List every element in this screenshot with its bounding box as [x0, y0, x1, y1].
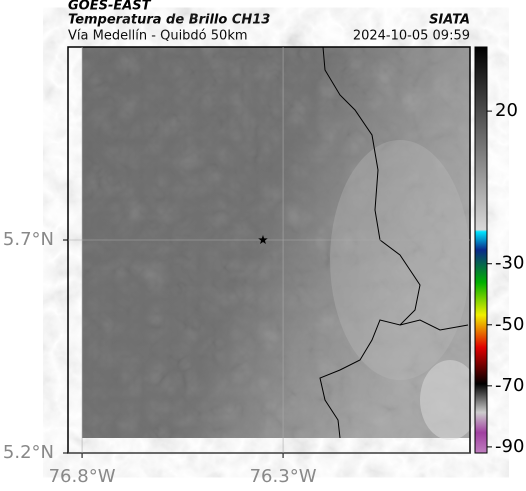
timestamp: 2024-10-05 09:59 — [353, 29, 470, 44]
location-marker — [258, 235, 268, 244]
y-tick-label: 5.2°N — [3, 442, 54, 463]
cloud-texture — [82, 47, 470, 438]
colorbar-tick-label: 20 — [495, 100, 518, 121]
colorbar-tick-label: -70 — [495, 375, 524, 396]
x-tick-label: 76.3°W — [250, 466, 317, 487]
product-title: Temperatura de Brillo CH13 — [68, 13, 270, 28]
cloud-area — [420, 360, 480, 440]
cloud-area — [330, 140, 470, 380]
colorbar-tick-label: -90 — [495, 436, 524, 457]
y-tick-label: 5.7°N — [3, 229, 54, 250]
colorbar — [474, 46, 488, 454]
boundary — [319, 46, 421, 439]
colorbar-tick-label: -30 — [495, 253, 524, 274]
satellite-label: GOES-EAST — [68, 0, 152, 14]
dynamic-layer: 76.8°W 76.3°W 5.2°N 5.7°N 20 -30 -50 -70 -90 — [3, 47, 524, 487]
x-tick-label: 76.8°W — [49, 466, 116, 487]
boundary — [399, 319, 469, 331]
source-label: SIATA — [429, 13, 470, 28]
region-label: Vía Medellín - Quibdó 50km — [68, 29, 248, 44]
colorbar-tick-label: -50 — [495, 314, 524, 335]
